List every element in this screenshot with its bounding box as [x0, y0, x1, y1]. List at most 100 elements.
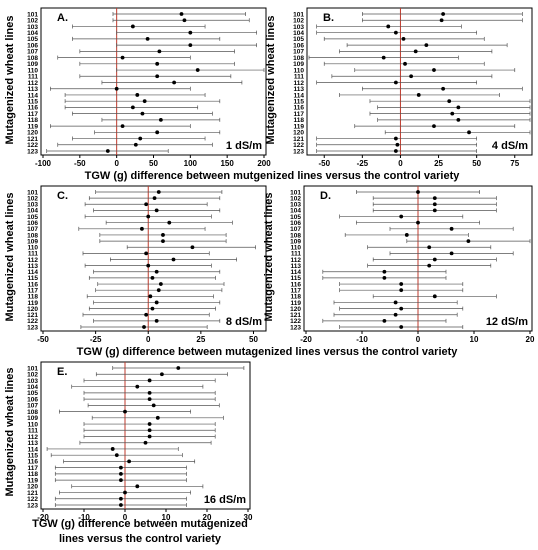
mean-point [155, 415, 160, 420]
x-tick-label: 50 [149, 159, 158, 168]
line-label: 112 [28, 257, 39, 264]
line-label: 110 [28, 245, 39, 252]
mean-point [155, 74, 160, 79]
mean-point [413, 49, 418, 54]
mean-point [395, 142, 400, 147]
line-label: 105 [290, 214, 301, 221]
line-label: 102 [27, 195, 38, 202]
line-label: 115 [28, 98, 39, 105]
x-axis-label-middle: TGW (g) difference between mutagenized l… [77, 346, 459, 358]
mean-point [143, 440, 148, 445]
line-label: 118 [294, 117, 305, 124]
x-tick-label: -20 [300, 335, 312, 344]
line-label: 109 [27, 61, 38, 68]
line-label: 122 [27, 496, 38, 503]
mean-point [416, 220, 420, 225]
mean-point [147, 378, 152, 383]
x-tick-label: -100 [35, 159, 52, 168]
mean-point [147, 422, 152, 426]
mean-point [432, 257, 437, 262]
mean-point [188, 30, 193, 35]
line-label: 114 [28, 92, 39, 99]
x-tick-label: -50 [74, 159, 86, 168]
line-label: 114 [294, 92, 305, 99]
line-label: 116 [28, 459, 39, 466]
mean-point [467, 130, 471, 135]
x-axis-label-top: TGW (g) difference between mutgenized li… [85, 170, 461, 182]
mean-point [393, 149, 398, 153]
x-tick-label: 150 [220, 159, 234, 168]
mean-point [130, 105, 135, 110]
mean-point [393, 80, 398, 85]
mean-point [441, 12, 446, 16]
mean-point [119, 471, 123, 476]
line-label: 123 [27, 148, 38, 155]
line-label: 116 [291, 281, 302, 288]
mean-point [130, 24, 135, 29]
mean-point [119, 496, 123, 501]
line-label: 110 [28, 67, 39, 74]
x-tick-label: 30 [244, 513, 253, 522]
mean-point [151, 403, 156, 408]
mean-point [160, 372, 164, 377]
condition-label: 4 dS/m [492, 140, 528, 152]
condition-label: 8 dS/m [226, 316, 262, 328]
line-label: 119 [28, 123, 39, 130]
mean-point [432, 202, 437, 207]
mean-point [386, 24, 391, 29]
line-label: 113 [28, 440, 39, 447]
panel-letter: B. [323, 12, 334, 24]
line-label: 120 [27, 306, 38, 313]
line-label: 112 [294, 80, 305, 87]
line-label: 102 [27, 372, 38, 379]
x-tick-label: -25 [357, 159, 369, 168]
condition-label: 1 dS/m [226, 140, 262, 152]
line-label: 104 [27, 30, 38, 37]
x-tick-label: 50 [472, 159, 481, 168]
line-label: 104 [27, 208, 38, 215]
mean-point [119, 503, 123, 507]
mean-point [393, 30, 398, 35]
line-label: 101 [27, 365, 38, 372]
mean-point [399, 325, 404, 329]
mean-point [144, 312, 149, 317]
mean-point [190, 245, 195, 250]
panels: 1011021031041051061071081091101111121131… [27, 7, 535, 522]
mean-point [432, 294, 437, 299]
line-label: 115 [28, 452, 39, 459]
x-tick-label: 0 [114, 159, 119, 168]
mean-point [147, 428, 152, 433]
line-label: 120 [27, 484, 38, 491]
line-label: 112 [28, 80, 39, 87]
y-axis-label-top-right: Mutagenized wheat lines [265, 16, 277, 145]
line-label: 123 [27, 502, 38, 509]
line-label: 111 [291, 251, 302, 258]
line-label: 117 [28, 111, 39, 118]
line-label: 101 [27, 11, 38, 18]
mean-point [146, 263, 151, 268]
line-label: 112 [28, 434, 39, 441]
mean-point [150, 306, 155, 311]
mean-point [120, 124, 125, 128]
line-label: 106 [293, 42, 304, 49]
mean-point [427, 263, 432, 268]
line-label: 121 [290, 312, 301, 319]
mean-point [135, 484, 140, 489]
mean-point [172, 80, 177, 85]
line-label: 102 [27, 18, 38, 25]
mean-point [382, 318, 387, 323]
y-axis-label-bottom: Mutagenized wheat lines [4, 368, 16, 497]
x-tick-label: -50 [37, 335, 49, 344]
mean-point [439, 18, 444, 23]
mean-point [119, 478, 123, 482]
mean-point [154, 269, 159, 274]
line-label: 105 [27, 214, 38, 221]
mean-point [432, 68, 436, 72]
panel-letter: A. [57, 12, 68, 24]
mean-point [456, 105, 461, 110]
mean-point [123, 409, 127, 414]
line-label: 103 [27, 24, 38, 31]
line-label: 122 [290, 318, 301, 325]
mean-point [152, 196, 157, 201]
